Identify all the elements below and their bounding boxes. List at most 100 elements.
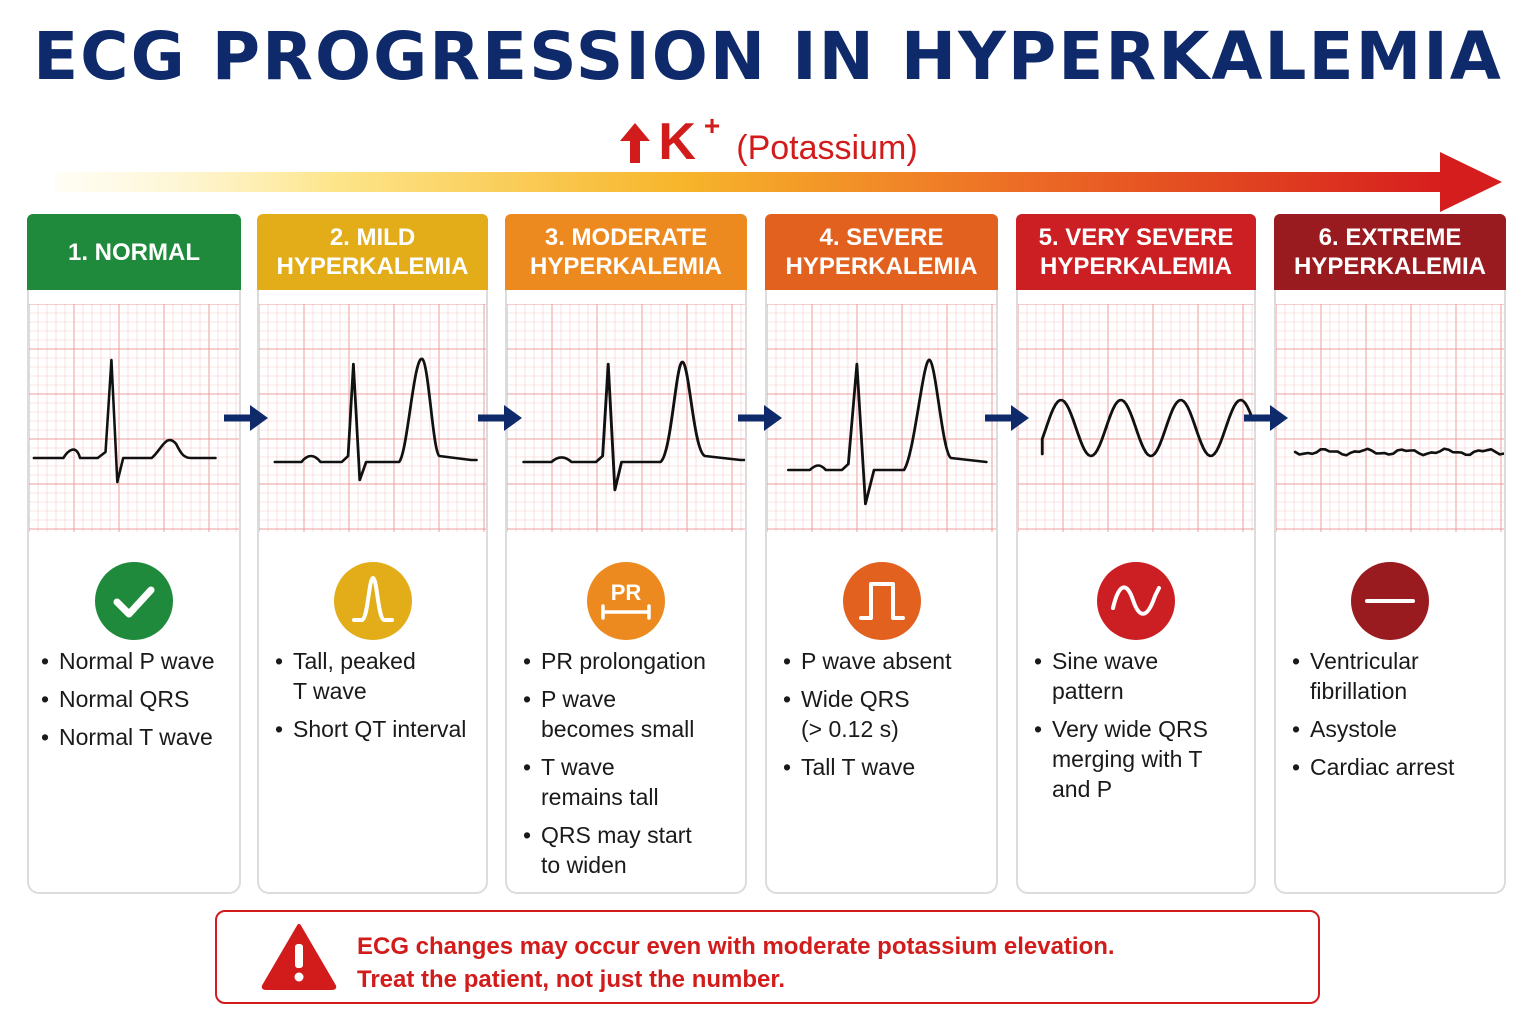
finding-text: P wave absent [801, 648, 952, 674]
finding-text: Tall T wave [801, 754, 916, 780]
ecg-strip [507, 304, 745, 532]
stage-findings-list: Normal P wave Normal QRS Normal T wave [41, 646, 231, 760]
stage-header-line: HYPERKALEMIA [276, 253, 469, 280]
finding-text: P wave [541, 686, 617, 712]
ecg-waveform [522, 360, 745, 492]
ecg-waveform [1293, 447, 1504, 457]
stage-header-line: 2. MILD [329, 224, 416, 251]
stage-card: Tall, peaked T wave Short QT interval [257, 290, 488, 894]
finding-item: Wide QRS (> 0.12 s) [783, 684, 992, 744]
finding-item: T wave remains tall [523, 752, 741, 812]
page-title: ECG PROGRESSION IN HYPERKALEMIA [33, 18, 1503, 95]
stage-findings-list: Sine wave pattern Very wide QRS merging wit… [1034, 646, 1250, 812]
finding-text: to widen [541, 852, 627, 878]
ecg-strip [1276, 304, 1504, 532]
finding-text: Very wide QRS [1052, 716, 1208, 742]
ecg-strip [1018, 304, 1254, 532]
stage-header: 5. VERY SEVERE HYPERKALEMIA [1016, 214, 1256, 290]
stage-header-line: 6. EXTREME [1318, 224, 1462, 251]
sine-wave-icon [1097, 562, 1175, 640]
finding-item: Very wide QRS merging with T and P [1034, 714, 1250, 804]
potassium-indicator: K + (Potassium) [0, 110, 1536, 172]
finding-text: pattern [1052, 678, 1124, 704]
stage-card: Normal P wave Normal QRS Normal T wave [27, 290, 241, 894]
finding-text: (> 0.12 s) [801, 716, 899, 742]
finding-text: T wave [541, 754, 615, 780]
potassium-label: (Potassium) [736, 129, 918, 167]
finding-text: T wave [293, 678, 367, 704]
finding-item: QRS may start to widen [523, 820, 741, 880]
ecg-waveform [1040, 398, 1254, 458]
finding-text: fibrillation [1310, 678, 1408, 704]
finding-item: P wave becomes small [523, 684, 741, 744]
finding-text: Short QT interval [293, 716, 467, 742]
warning-triangle-icon [261, 924, 337, 990]
stage-header-line: 5. VERY SEVERE [1038, 224, 1234, 251]
stage-header: 1. NORMAL [27, 214, 241, 290]
finding-text: becomes small [541, 716, 695, 742]
potassium-charge: + [703, 110, 721, 141]
stage-findings-list: PR prolongation P wave becomes small T wave… [523, 646, 741, 888]
stage-card: PR PR prolongation P wave becomes small T wa… [505, 290, 747, 894]
stage-card: Sine wave pattern Very wide QRS merging wit… [1016, 290, 1256, 894]
stage-header-line: 4. SEVERE [819, 224, 944, 251]
finding-item: Asystole [1292, 714, 1500, 744]
stage-findings-list: Ventricular fibrillation Asystole Cardiac a… [1292, 646, 1500, 790]
finding-text: Sine wave [1052, 648, 1159, 674]
warning-line-1: ECG changes may occur even with moderate… [357, 933, 1115, 960]
finding-item: Tall T wave [783, 752, 992, 782]
stage-header: 2. MILD HYPERKALEMIA [257, 214, 488, 290]
progression-arrow-icon [985, 405, 1029, 431]
progression-arrow-icon [478, 405, 522, 431]
wide-qrs-icon [842, 562, 921, 640]
finding-text: Cardiac arrest [1310, 754, 1455, 780]
finding-item: Normal T wave [41, 722, 231, 752]
stage-header-line: HYPERKALEMIA [785, 253, 978, 280]
finding-text: QRS may start [541, 822, 692, 848]
finding-item: Sine wave pattern [1034, 646, 1250, 706]
warning-box: ECG changes may occur even with moderate… [215, 910, 1320, 1004]
stage-card: Ventricular fibrillation Asystole Cardiac a… [1274, 290, 1506, 894]
finding-item: Cardiac arrest [1292, 752, 1500, 782]
stage-header-line: 3. MODERATE [544, 224, 708, 251]
potassium-gradient-arrow [55, 152, 1502, 212]
pr-icon-label: PR [611, 580, 642, 605]
finding-item: P wave absent [783, 646, 992, 676]
finding-item: PR prolongation [523, 646, 741, 676]
warning-line-2: Treat the patient, not just the number. [357, 966, 786, 993]
peaked-t-wave-icon [333, 562, 412, 640]
stage-findings-list: Tall, peaked T wave Short QT interval [275, 646, 482, 752]
pr-interval-icon: PR [587, 562, 665, 640]
finding-item: Ventricular fibrillation [1292, 646, 1500, 706]
finding-item: Normal QRS [41, 684, 231, 714]
ecg-strip [259, 304, 486, 532]
finding-item: Normal P wave [41, 646, 231, 676]
up-arrow-icon [620, 123, 651, 163]
ecg-waveform [273, 357, 478, 482]
finding-text: merging with T [1052, 746, 1203, 772]
stage-header: 3. MODERATE HYPERKALEMIA [505, 214, 747, 290]
stage-header-line: 1. NORMAL [68, 238, 200, 266]
progression-arrow-icon [738, 405, 782, 431]
stage-findings-list: P wave absent Wide QRS (> 0.12 s) Tall T wa… [783, 646, 992, 790]
checkmark-icon [95, 562, 173, 640]
ecg-strip [767, 304, 996, 532]
finding-text: Ventricular [1310, 648, 1419, 674]
finding-text: Asystole [1310, 716, 1397, 742]
finding-text: and P [1052, 776, 1113, 802]
stage-header-line: HYPERKALEMIA [1293, 253, 1486, 280]
finding-text: Normal T wave [59, 724, 213, 750]
ecg-waveform [32, 358, 217, 484]
finding-text: Wide QRS [801, 686, 910, 712]
stage-card: P wave absent Wide QRS (> 0.12 s) Tall T wa… [765, 290, 998, 894]
stage-header-line: HYPERKALEMIA [529, 253, 722, 280]
finding-text: Tall, peaked [293, 648, 416, 674]
stage-header: 4. SEVERE HYPERKALEMIA [765, 214, 998, 290]
finding-text: PR prolongation [541, 648, 706, 674]
ecg-strip [29, 304, 239, 532]
finding-item: Tall, peaked T wave [275, 646, 482, 706]
ecg-waveform [787, 358, 988, 506]
finding-text: Normal QRS [59, 686, 190, 712]
finding-text: Normal P wave [59, 648, 215, 674]
stage-header-line: HYPERKALEMIA [1039, 253, 1232, 280]
